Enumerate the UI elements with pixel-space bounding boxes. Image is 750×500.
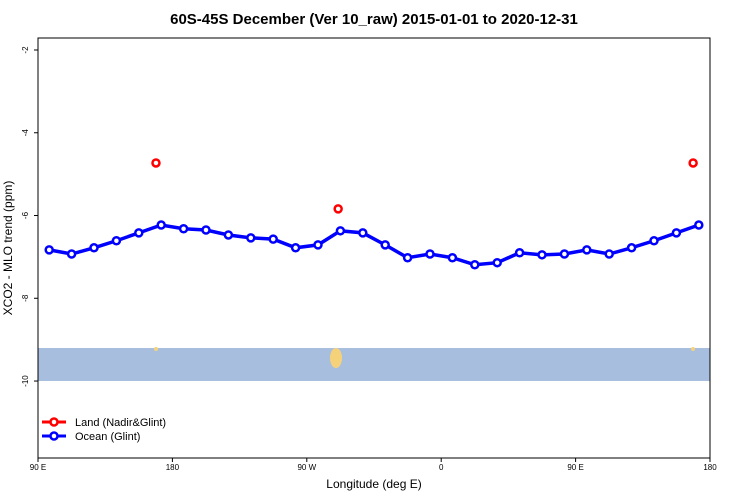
y-tick-label: -2 <box>21 46 30 54</box>
y-tick-label: -8 <box>21 294 30 302</box>
x-tick-label: 90 E <box>567 463 583 472</box>
x-axis-label: Longitude (deg E) <box>326 477 421 491</box>
point <box>290 243 301 253</box>
point <box>694 220 704 230</box>
land-patch <box>691 347 695 351</box>
point <box>178 224 189 234</box>
point <box>223 230 234 240</box>
y-tick-label: -6 <box>21 211 30 219</box>
x-tick-label: 90 E <box>30 463 46 472</box>
point <box>470 260 480 270</box>
legend-label: Ocean (Glint) <box>75 431 140 443</box>
point <box>688 158 698 168</box>
point <box>492 257 502 268</box>
point <box>626 243 637 253</box>
chart-title: 60S-45S December (Ver 10_raw) 2015-01-01… <box>170 11 578 28</box>
map-strip <box>38 348 710 381</box>
legend-label: Land (Nadir&Glint) <box>75 417 166 429</box>
point <box>246 233 256 243</box>
point <box>335 226 346 236</box>
point <box>604 249 614 259</box>
point <box>380 240 390 250</box>
point <box>425 249 435 259</box>
y-tick-label: -4 <box>21 129 30 137</box>
x-tick-label: 180 <box>703 463 717 472</box>
x-tick-label: 180 <box>166 463 180 472</box>
point <box>111 236 122 246</box>
plot-frame <box>37 37 711 459</box>
point <box>268 234 278 244</box>
point <box>89 243 99 253</box>
point <box>134 228 144 238</box>
series-line <box>48 223 700 267</box>
point <box>402 252 413 263</box>
point <box>671 228 682 238</box>
point <box>582 245 592 255</box>
point <box>156 220 166 230</box>
point <box>537 250 547 260</box>
point <box>201 225 211 235</box>
y-axis-label: XCO2 - MLO trend (ppm) <box>1 181 15 316</box>
point <box>649 236 659 246</box>
point <box>44 245 54 255</box>
point <box>151 158 161 168</box>
point <box>66 249 77 259</box>
point <box>514 248 525 258</box>
point <box>333 204 343 214</box>
land-patch <box>330 348 342 368</box>
land-patch <box>154 347 158 351</box>
point <box>358 228 368 238</box>
x-tick-label: 0 <box>439 463 444 472</box>
x-tick-label: 90 W <box>297 463 316 472</box>
point <box>559 249 570 259</box>
y-tick-label: -10 <box>21 375 30 387</box>
point <box>313 240 323 250</box>
legend-marker <box>49 431 59 441</box>
point <box>447 252 458 263</box>
legend-marker <box>49 417 59 427</box>
